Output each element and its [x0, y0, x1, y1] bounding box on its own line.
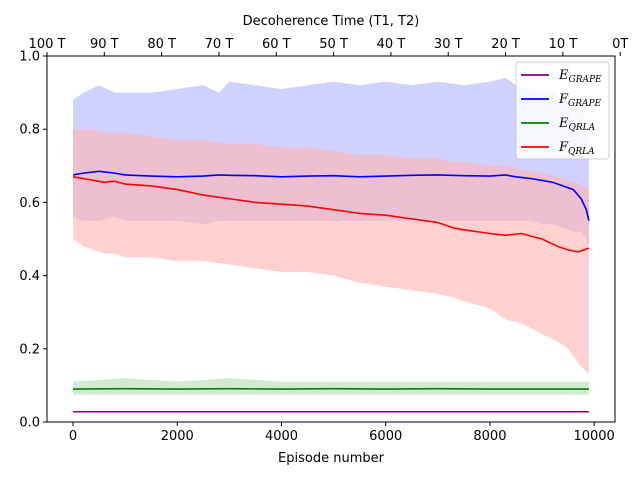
x-axis: 0 2000 4000 6000 8000 10000 — [69, 422, 615, 444]
top-tick-label: 10 T — [549, 37, 578, 52]
band-f-qrla — [73, 129, 589, 375]
line-f-grape — [72, 170, 590, 221]
x-tick-label: 6000 — [369, 429, 402, 444]
top-axis: 100 T 90 T 80 T 70 T 60 T 50 T 40 T 30 T 20 T 10 … — [29, 37, 628, 56]
x-tick-label: 8000 — [473, 429, 506, 444]
top-tick-label: 80 T — [147, 37, 176, 52]
y-tick-label: 0.6 — [19, 196, 40, 211]
confidence-bands — [73, 77, 589, 395]
series-lines — [72, 170, 590, 413]
top-tick-label: 0T — [612, 37, 628, 52]
plot-frame — [46, 55, 616, 423]
y-tick-label: 0.2 — [19, 342, 40, 357]
top-tick-label: 20 T — [491, 37, 520, 52]
top-tick-label: 70 T — [205, 37, 234, 52]
top-tick-label: 40 T — [377, 37, 406, 52]
line-f-qrla — [72, 175, 590, 253]
y-tick-label: 1.0 — [19, 50, 40, 65]
x-axis-label: Episode number — [278, 451, 385, 466]
y-tick-label: 0.8 — [19, 123, 40, 138]
y-axis: 0.0 0.2 0.4 0.6 0.8 1.0 — [19, 50, 47, 431]
band-e-qrla — [73, 378, 589, 395]
x-tick-label: 2000 — [161, 429, 194, 444]
top-tick-label: 50 T — [319, 37, 348, 52]
x-tick-label: 4000 — [265, 429, 298, 444]
top-tick-label: 60 T — [262, 37, 291, 52]
top-axis-label: Decoherence Time (T1, T2) — [243, 14, 420, 29]
top-tick-label: 100 T — [29, 37, 66, 52]
x-tick-label: 0 — [69, 429, 77, 444]
top-tick-label: 90 T — [90, 37, 119, 52]
top-tick-label: 30 T — [434, 37, 463, 52]
legend-box — [515, 61, 610, 160]
y-tick-label: 0.4 — [19, 269, 40, 284]
y-tick-label: 0.0 — [19, 416, 40, 431]
x-tick-label: 10000 — [573, 429, 614, 444]
